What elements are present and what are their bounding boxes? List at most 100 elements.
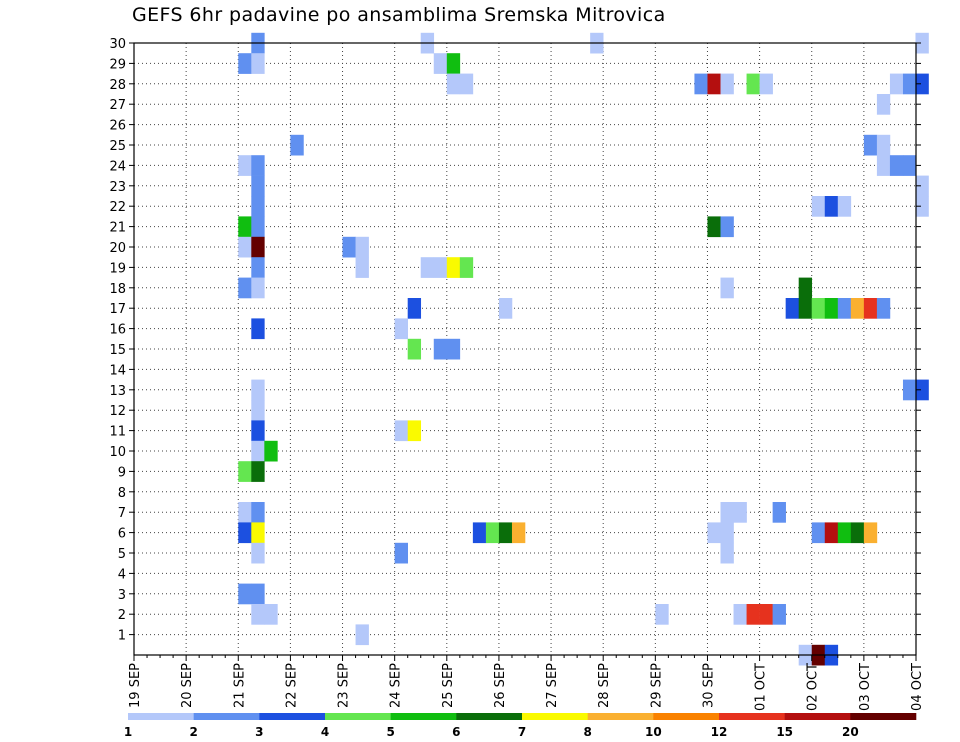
heatmap-cell xyxy=(251,400,265,421)
heatmap-cell xyxy=(433,257,448,278)
legend-color-swatch xyxy=(784,713,851,720)
legend-color-swatch xyxy=(128,713,194,720)
x-tick-label: 23 SEP xyxy=(337,663,352,708)
heatmap-cell xyxy=(902,73,917,95)
heatmap-cell xyxy=(837,522,852,544)
heatmap-cell xyxy=(915,175,929,197)
heatmap-cell xyxy=(720,502,734,523)
heatmap-cell xyxy=(785,298,799,319)
heatmap-cell xyxy=(251,175,265,197)
heatmap-cell xyxy=(811,522,826,544)
heatmap-cell xyxy=(264,440,278,462)
heatmap-cell xyxy=(251,196,265,217)
y-tick-label: 16 xyxy=(109,323,126,338)
heatmap-cell xyxy=(251,522,265,544)
heatmap-cell xyxy=(720,522,734,544)
y-tick-label: 14 xyxy=(109,363,126,378)
legend-label: 12 xyxy=(711,725,728,739)
heatmap-cell xyxy=(707,216,721,238)
heatmap-cell xyxy=(863,522,878,544)
legend-color-swatch xyxy=(390,713,457,720)
y-tick-label: 12 xyxy=(109,404,126,419)
heatmap-cell xyxy=(264,604,278,625)
heatmap-cell xyxy=(707,522,721,544)
x-tick-label: 03 OCT xyxy=(858,663,873,711)
heatmap-cell xyxy=(837,298,852,319)
heatmap-cell xyxy=(407,420,422,442)
x-tick-label: 27 SEP xyxy=(545,663,560,708)
heatmap-cell xyxy=(394,542,408,564)
heatmap-cell xyxy=(915,379,929,401)
heatmap-cell xyxy=(876,134,891,156)
heatmap-cell xyxy=(251,604,265,625)
heatmap-cell xyxy=(694,73,708,95)
y-tick-label: 7 xyxy=(118,506,126,521)
heatmap-cell xyxy=(759,73,773,95)
heatmap-cell xyxy=(720,277,734,299)
y-tick-label: 3 xyxy=(118,588,126,603)
heatmap-cell xyxy=(511,522,526,544)
legend-color-swatch xyxy=(587,713,654,720)
heatmap-cell xyxy=(446,73,461,95)
heatmap-cell xyxy=(251,277,265,299)
heatmap-cell xyxy=(238,155,252,176)
legend-label: 7 xyxy=(518,725,526,739)
y-tick-label: 4 xyxy=(118,567,126,582)
heatmap-cell xyxy=(251,53,265,74)
heatmap-cell xyxy=(863,134,878,156)
legend-label: 5 xyxy=(386,725,394,739)
y-tick-label: 17 xyxy=(109,302,126,317)
heatmap-cell xyxy=(251,379,265,401)
y-tick-label: 22 xyxy=(109,200,126,215)
legend-color-swatch xyxy=(193,713,260,720)
x-tick-label: 25 SEP xyxy=(441,663,456,708)
y-tick-label: 25 xyxy=(109,139,126,154)
heatmap-cell xyxy=(798,277,813,299)
legend-color-swatch xyxy=(522,713,588,720)
legend-color-swatch xyxy=(653,713,720,720)
y-tick-label: 26 xyxy=(109,119,126,134)
y-tick-label: 28 xyxy=(109,78,126,93)
y-tick-label: 24 xyxy=(109,159,126,174)
heatmap-cell xyxy=(238,277,252,299)
legend-color-swatch xyxy=(850,713,917,720)
heatmap-cell xyxy=(720,216,734,238)
heatmap-cell xyxy=(902,379,917,401)
heatmap-cell xyxy=(837,196,852,217)
y-tick-label: 5 xyxy=(118,547,126,562)
heatmap-cell xyxy=(876,298,891,319)
x-tick-label: 02 OCT xyxy=(806,663,821,711)
x-tick-label: 19 SEP xyxy=(128,663,143,708)
heatmap-cell xyxy=(811,196,826,217)
heatmap-cell xyxy=(459,73,474,95)
y-tick-label: 11 xyxy=(109,425,126,440)
heatmap-cell xyxy=(238,53,252,74)
heatmap-cell xyxy=(446,338,461,360)
heatmap-cell xyxy=(720,542,734,564)
heatmap-cell xyxy=(251,420,265,442)
y-tick-label: 20 xyxy=(109,241,126,256)
heatmap-cell xyxy=(251,216,265,238)
heatmap-cell xyxy=(811,298,826,319)
heatmap-cell xyxy=(446,257,461,278)
legend-label: 10 xyxy=(645,725,662,739)
heatmap-cell xyxy=(876,94,891,115)
heatmap-cell xyxy=(238,461,252,482)
y-tick-label: 19 xyxy=(109,261,126,276)
x-tick-label: 29 SEP xyxy=(649,663,664,708)
legend-label: 6 xyxy=(452,725,460,739)
legend-label: 2 xyxy=(189,725,197,739)
x-tick-label: 01 OCT xyxy=(754,663,769,711)
heatmap-cell xyxy=(238,216,252,238)
legend-label: 15 xyxy=(776,725,793,739)
heatmap-cell xyxy=(720,73,734,95)
legend-color-swatch xyxy=(456,713,523,720)
heatmap-cell xyxy=(251,318,265,340)
heatmap-cell xyxy=(251,461,265,482)
heatmap-cell xyxy=(355,624,369,646)
heatmap-cell xyxy=(251,542,265,564)
y-tick-label: 6 xyxy=(118,527,126,542)
heatmap-cell xyxy=(863,298,878,319)
heatmap-cell xyxy=(746,604,760,625)
